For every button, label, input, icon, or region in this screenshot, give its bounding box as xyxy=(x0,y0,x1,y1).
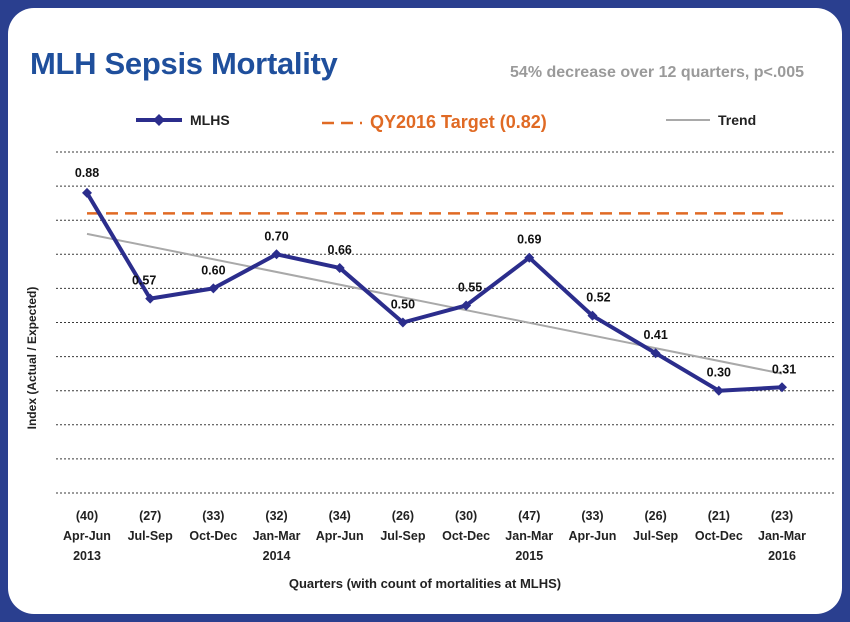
x-tick-quarter: Apr-Jun xyxy=(316,529,364,543)
chart-panel: MLH Sepsis Mortality 54% decrease over 1… xyxy=(8,8,842,614)
x-tick-quarter: Jan-Mar xyxy=(253,529,301,543)
data-label: 0.31 xyxy=(772,362,796,376)
data-label: 0.60 xyxy=(201,263,225,277)
x-tick-quarter: Jan-Mar xyxy=(758,529,806,543)
data-label: 0.52 xyxy=(586,291,610,305)
data-label: 0.50 xyxy=(391,298,415,312)
legend-mlhs-swatch xyxy=(136,114,182,126)
data-label: 0.69 xyxy=(517,233,541,247)
data-label: 0.41 xyxy=(643,328,667,342)
legend-item-mlhs: MLHS xyxy=(134,112,230,128)
x-axis-label: Quarters (with count of mortalities at M… xyxy=(288,576,562,591)
data-label: 0.30 xyxy=(707,366,731,380)
x-tick-quarter: Jul-Sep xyxy=(380,529,426,543)
x-tick-count: (33) xyxy=(202,509,224,523)
x-tick-count: (33) xyxy=(581,509,603,523)
x-tick-quarter: Oct-Dec xyxy=(442,529,490,543)
x-tick-quarter: Apr-Jun xyxy=(63,529,111,543)
x-tick-quarter: Apr-Jun xyxy=(568,529,616,543)
legend-target-label: QY2016 Target (0.82) xyxy=(370,112,547,132)
legend-trend-swatch xyxy=(666,119,710,121)
x-tick-count: (26) xyxy=(645,509,667,523)
legend-item-trend: Trend xyxy=(664,112,756,128)
x-tick-quarter: Jan-Mar xyxy=(505,529,553,543)
x-tick-quarter: Jul-Sep xyxy=(633,529,679,543)
x-tick-quarter: Oct-Dec xyxy=(189,529,237,543)
x-tick-count: (30) xyxy=(455,509,477,523)
data-point xyxy=(145,293,156,304)
data-point xyxy=(713,385,724,396)
series-line-mlhs xyxy=(85,191,783,393)
data-label: 0.55 xyxy=(458,280,482,294)
legend-target-swatch xyxy=(322,121,362,124)
x-tick-count: (40) xyxy=(76,509,98,523)
data-point xyxy=(208,283,219,294)
data-point xyxy=(650,348,661,359)
x-tick-count: (21) xyxy=(708,509,730,523)
data-point xyxy=(82,187,92,198)
data-point xyxy=(587,310,598,321)
legend-mlhs-label: MLHS xyxy=(190,112,230,128)
x-tick-year: 2015 xyxy=(515,549,543,563)
data-label: 0.88 xyxy=(75,166,99,180)
x-tick-quarter: Jul-Sep xyxy=(128,529,174,543)
legend-trend-label: Trend xyxy=(718,112,757,128)
x-tick-quarter: Oct-Dec xyxy=(695,529,743,543)
x-tick-count: (34) xyxy=(329,509,351,523)
x-tick-year: 2016 xyxy=(768,549,796,563)
trend-line xyxy=(86,232,783,375)
data-point xyxy=(334,262,345,273)
x-tick-year: 2013 xyxy=(73,549,101,563)
x-tick-count: (23) xyxy=(771,509,793,523)
x-tick-count: (47) xyxy=(518,509,540,523)
data-label: 0.66 xyxy=(328,243,352,257)
data-point xyxy=(271,249,282,260)
chart-subtitle: 54% decrease over 12 quarters, p<.005 xyxy=(510,64,804,81)
data-point xyxy=(524,252,535,263)
data-point xyxy=(397,317,408,328)
data-point xyxy=(461,300,472,311)
chart-title: MLH Sepsis Mortality xyxy=(30,46,338,81)
data-point xyxy=(777,382,787,393)
data-label: 0.57 xyxy=(132,274,156,288)
x-tick-count: (32) xyxy=(265,509,287,523)
plot-area: 0.88 0.57 0.60 0.70 0.66 0.50 0.55 0.69 0.52 0.41… xyxy=(56,151,834,563)
x-tick-year: 2014 xyxy=(263,549,291,563)
legend-item-target: QY2016 Target (0.82) xyxy=(320,112,547,133)
data-label: 0.70 xyxy=(264,229,288,243)
x-tick-count: (27) xyxy=(139,509,161,523)
legend: MLHS QY2016 Target (0.82) Trend xyxy=(8,112,842,136)
x-tick-count: (26) xyxy=(392,509,414,523)
